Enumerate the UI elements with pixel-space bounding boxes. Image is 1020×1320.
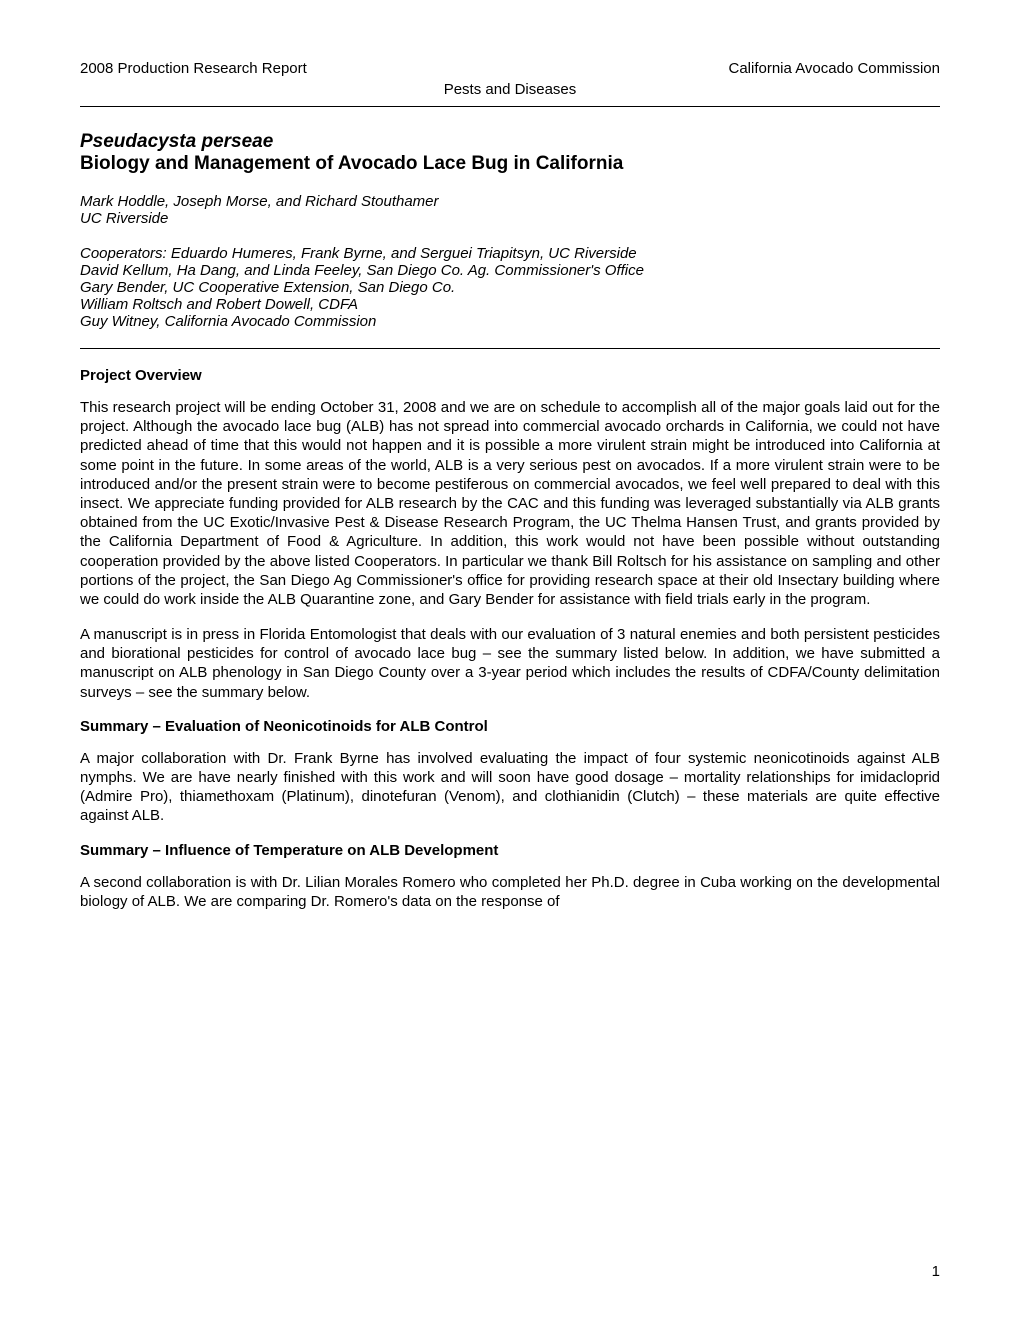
header-right: California Avocado Commission: [729, 60, 941, 77]
overview-header: Project Overview: [80, 367, 940, 384]
author-affiliation: UC Riverside: [80, 210, 940, 227]
cooperators-block: Cooperators: Eduardo Humeres, Frank Byrn…: [80, 245, 940, 330]
temperature-header: Summary – Influence of Temperature on AL…: [80, 842, 940, 859]
subheader: Pests and Diseases: [80, 81, 940, 98]
overview-paragraph-1: This research project will be ending Oct…: [80, 398, 940, 609]
body-divider: [80, 348, 940, 349]
header-left: 2008 Production Research Report: [80, 60, 307, 77]
temperature-paragraph-1: A second collaboration is with Dr. Lilia…: [80, 873, 940, 911]
cooperator-line-1: Cooperators: Eduardo Humeres, Frank Byrn…: [80, 245, 940, 262]
neonicotinoids-paragraph-1: A major collaboration with Dr. Frank Byr…: [80, 749, 940, 826]
neonicotinoids-header: Summary – Evaluation of Neonicotinoids f…: [80, 718, 940, 735]
page-number: 1: [932, 1263, 940, 1280]
header-row: 2008 Production Research Report Californ…: [80, 60, 940, 77]
cooperator-line-2: David Kellum, Ha Dang, and Linda Feeley,…: [80, 262, 940, 279]
header-divider: [80, 106, 940, 107]
cooperator-line-3: Gary Bender, UC Cooperative Extension, S…: [80, 279, 940, 296]
cooperator-line-4: William Roltsch and Robert Dowell, CDFA: [80, 296, 940, 313]
author-block: Mark Hoddle, Joseph Morse, and Richard S…: [80, 193, 940, 227]
author-names: Mark Hoddle, Joseph Morse, and Richard S…: [80, 193, 940, 210]
title-main: Biology and Management of Avocado Lace B…: [80, 153, 940, 175]
overview-paragraph-2: A manuscript is in press in Florida Ento…: [80, 625, 940, 702]
cooperator-line-5: Guy Witney, California Avocado Commissio…: [80, 313, 940, 330]
title-scientific-name: Pseudacysta perseae: [80, 131, 940, 153]
